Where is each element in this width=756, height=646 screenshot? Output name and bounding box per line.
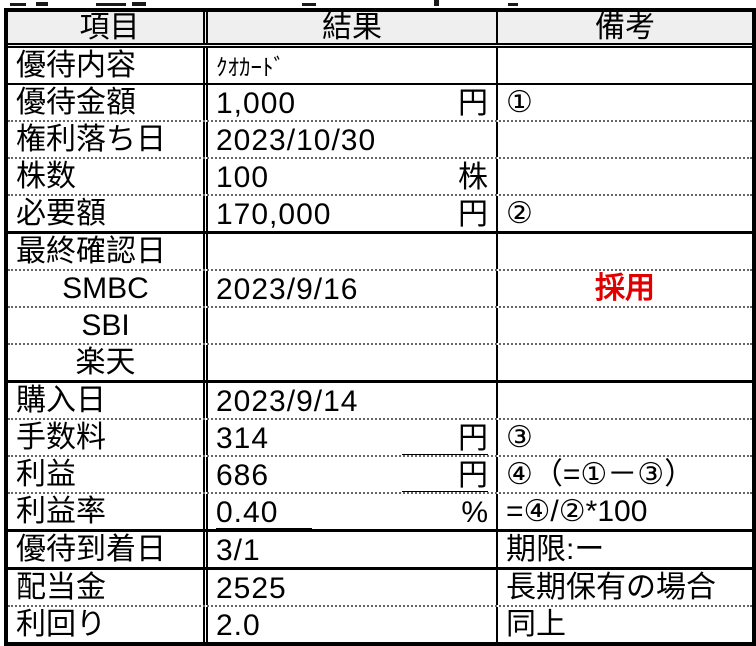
item-cell: 手数料 <box>8 420 208 455</box>
item-cell: 楽天 <box>8 345 208 380</box>
note-cell: ① <box>506 85 533 119</box>
note-cell <box>498 48 752 83</box>
shareholder-benefit-results-table: 項目 結果 備考 優待内容 ｸｵｶｰﾄﾞ 優待金額 1,000 円 ① 権利落ち日… <box>4 8 756 646</box>
note-cell-adopted: 採用 <box>595 271 655 305</box>
note-cell <box>498 383 752 418</box>
table-row-ex-rights-date: 権利落ち日 2023/10/30 <box>8 122 752 159</box>
value-cell: 2525 <box>216 572 287 605</box>
note-cell <box>498 122 752 157</box>
unit-cell-underlined: 円 <box>402 424 488 455</box>
item-cell: 利益率 <box>8 494 208 529</box>
table-row-benefit-amount: 優待金額 1,000 円 ① <box>8 85 752 122</box>
table-row-profit: 利益 686 円 ④（=①－③） <box>8 457 752 494</box>
value-cell: 2.0 <box>216 609 261 642</box>
item-cell: 利益 <box>8 457 208 492</box>
unit-cell: 円 <box>458 198 488 231</box>
value-cell: 3/1 <box>216 534 261 567</box>
item-cell: 優待到着日 <box>8 532 208 567</box>
table-row-fee: 手数料 314 円 ③ <box>8 420 752 457</box>
note-cell-formula: ④（=①－③） <box>506 457 695 491</box>
item-cell: 利回り <box>8 607 208 642</box>
note-cell <box>498 345 752 380</box>
table-row-benefit-arrival-date: 優待到着日 3/1 期限:ー <box>8 532 752 570</box>
value-cell: 2023/9/14 <box>216 385 359 418</box>
item-cell: SMBC <box>8 271 208 306</box>
note-cell: ② <box>506 196 533 230</box>
table-row-smbc: SMBC 2023/9/16 採用 <box>8 271 752 308</box>
table-row-dividend: 配当金 2525 長期保有の場合 <box>8 570 752 607</box>
value-cell: 100 <box>216 161 270 194</box>
header-item-column: 項目 <box>8 12 208 43</box>
value-cell: 2023/10/30 <box>216 124 377 157</box>
value-cell: 2023/9/16 <box>216 273 359 306</box>
item-cell: 優待金額 <box>8 85 208 120</box>
value-cell: ｸｵｶｰﾄﾞ <box>216 54 285 80</box>
table-row-sbi: SBI <box>8 308 752 345</box>
item-cell: 優待内容 <box>8 48 208 83</box>
note-cell: 同上 <box>506 607 566 641</box>
table-row-yield: 利回り 2.0 同上 <box>8 607 752 642</box>
clipped-text-remnant <box>6 0 746 7</box>
note-cell <box>498 159 752 194</box>
value-cell: 686 <box>216 459 270 492</box>
value-cell: 170,000 <box>216 198 332 231</box>
table-row-profit-rate: 利益率 0.40% =④/②*100 <box>8 494 752 532</box>
item-cell: 必要額 <box>8 196 208 231</box>
unit-cell: 株 <box>458 161 488 194</box>
item-cell: 最終確認日 <box>8 234 208 269</box>
note-cell <box>498 234 752 269</box>
table-row-required-amount: 必要額 170,000 円 ② <box>8 196 752 234</box>
table-row-share-count: 株数 100 株 <box>8 159 752 196</box>
item-cell: 配当金 <box>8 570 208 605</box>
note-cell-deadline: 期限:ー <box>506 532 605 566</box>
note-cell <box>498 308 752 343</box>
header-note-column: 備考 <box>595 12 655 43</box>
table-row-rakuten: 楽天 <box>8 345 752 383</box>
note-cell: ③ <box>506 420 533 454</box>
unit-cell: % <box>461 496 488 529</box>
note-cell: 長期保有の場合 <box>506 570 716 604</box>
item-cell: 購入日 <box>8 383 208 418</box>
note-cell-formula: =④/②*100 <box>506 494 648 528</box>
item-cell: 株数 <box>8 159 208 194</box>
value-cell: 314 <box>216 422 270 455</box>
value-cell-underlined: 0.40 <box>216 498 313 529</box>
value-cell: 1,000 <box>216 87 297 120</box>
table-header-row: 項目 結果 備考 <box>8 12 752 48</box>
item-cell: 権利落ち日 <box>8 122 208 157</box>
unit-cell: 円 <box>458 87 488 120</box>
item-cell: SBI <box>8 308 208 343</box>
unit-cell-underlined: 円 <box>402 461 488 492</box>
table-row-benefit-content: 優待内容 ｸｵｶｰﾄﾞ <box>8 48 752 85</box>
table-row-purchase-date: 購入日 2023/9/14 <box>8 383 752 420</box>
results-table-sheet: 項目 結果 備考 優待内容 ｸｵｶｰﾄﾞ 優待金額 1,000 円 ① 権利落ち日… <box>4 8 756 646</box>
header-result-column: 結果 <box>208 12 498 43</box>
table-row-final-confirmation-date: 最終確認日 <box>8 234 752 271</box>
